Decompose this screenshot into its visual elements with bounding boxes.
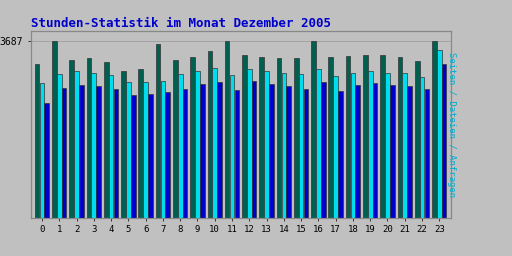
- Bar: [402, 73, 407, 218]
- Bar: [173, 60, 178, 218]
- Bar: [178, 74, 182, 218]
- Bar: [247, 69, 251, 218]
- Bar: [321, 82, 326, 218]
- Bar: [96, 86, 101, 218]
- Bar: [351, 73, 355, 218]
- Bar: [45, 103, 49, 218]
- Bar: [373, 83, 377, 218]
- Bar: [183, 89, 187, 218]
- Bar: [92, 73, 96, 218]
- Bar: [79, 85, 83, 218]
- Bar: [230, 75, 234, 218]
- Bar: [217, 82, 222, 218]
- Bar: [282, 73, 286, 218]
- Bar: [260, 57, 264, 218]
- Bar: [87, 58, 91, 218]
- Bar: [148, 94, 153, 218]
- Bar: [39, 83, 44, 218]
- Bar: [190, 57, 195, 218]
- Bar: [242, 55, 247, 218]
- Bar: [368, 71, 373, 218]
- Bar: [316, 69, 321, 218]
- Bar: [114, 89, 118, 218]
- Bar: [69, 60, 74, 218]
- Bar: [437, 50, 442, 218]
- Bar: [329, 57, 333, 218]
- Bar: [109, 75, 113, 218]
- Bar: [407, 86, 412, 218]
- Bar: [207, 51, 212, 218]
- Bar: [138, 69, 143, 218]
- Bar: [380, 55, 385, 218]
- Bar: [264, 71, 269, 218]
- Bar: [355, 85, 360, 218]
- Bar: [165, 92, 170, 218]
- Bar: [195, 71, 200, 218]
- Bar: [424, 89, 429, 218]
- Bar: [432, 41, 437, 218]
- Bar: [390, 85, 395, 218]
- Bar: [276, 58, 281, 218]
- Bar: [57, 74, 61, 218]
- Bar: [200, 84, 205, 218]
- Bar: [415, 61, 419, 218]
- Bar: [385, 73, 390, 218]
- Bar: [252, 81, 257, 218]
- Bar: [304, 89, 308, 218]
- Bar: [121, 71, 126, 218]
- Bar: [156, 44, 160, 218]
- Bar: [143, 81, 148, 218]
- Bar: [346, 56, 350, 218]
- Bar: [212, 68, 217, 218]
- Bar: [299, 74, 304, 218]
- Bar: [62, 88, 67, 218]
- Bar: [52, 41, 57, 218]
- Bar: [225, 41, 229, 218]
- Bar: [286, 86, 291, 218]
- Bar: [398, 57, 402, 218]
- Text: Stunden-Statistik im Monat Dezember 2005: Stunden-Statistik im Monat Dezember 2005: [31, 17, 331, 29]
- Bar: [311, 41, 316, 218]
- Bar: [104, 62, 109, 218]
- Bar: [234, 90, 239, 218]
- Bar: [338, 91, 343, 218]
- Bar: [131, 95, 136, 218]
- Bar: [35, 64, 39, 218]
- Bar: [294, 58, 298, 218]
- Bar: [74, 71, 79, 218]
- Bar: [420, 77, 424, 218]
- Bar: [126, 82, 131, 218]
- Bar: [161, 81, 165, 218]
- Bar: [442, 64, 446, 218]
- Bar: [363, 55, 368, 218]
- Bar: [333, 76, 338, 218]
- Y-axis label: Seiten / Dateien / Anfragen: Seiten / Dateien / Anfragen: [447, 52, 456, 197]
- Bar: [269, 84, 274, 218]
